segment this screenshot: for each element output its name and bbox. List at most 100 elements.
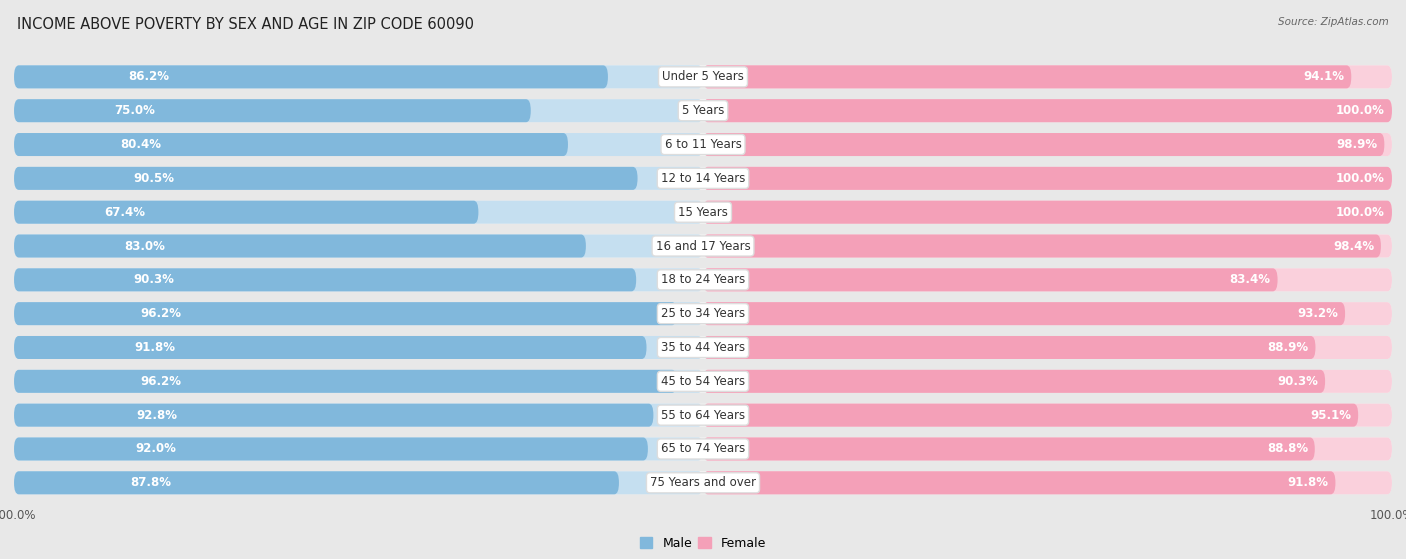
Text: 18 to 24 Years: 18 to 24 Years: [661, 273, 745, 286]
FancyBboxPatch shape: [14, 99, 1392, 122]
FancyBboxPatch shape: [14, 471, 1392, 494]
Text: 65 to 74 Years: 65 to 74 Years: [661, 443, 745, 456]
FancyBboxPatch shape: [703, 404, 1392, 427]
Text: INCOME ABOVE POVERTY BY SEX AND AGE IN ZIP CODE 60090: INCOME ABOVE POVERTY BY SEX AND AGE IN Z…: [17, 17, 474, 32]
FancyBboxPatch shape: [14, 201, 1392, 224]
Text: 15 Years: 15 Years: [678, 206, 728, 219]
Text: 83.4%: 83.4%: [1230, 273, 1271, 286]
FancyBboxPatch shape: [14, 201, 478, 224]
FancyBboxPatch shape: [14, 370, 703, 393]
FancyBboxPatch shape: [14, 99, 531, 122]
FancyBboxPatch shape: [703, 336, 1316, 359]
Text: 16 and 17 Years: 16 and 17 Years: [655, 239, 751, 253]
FancyBboxPatch shape: [703, 167, 1392, 190]
Text: 95.1%: 95.1%: [1310, 409, 1351, 421]
Text: 90.3%: 90.3%: [134, 273, 174, 286]
FancyBboxPatch shape: [703, 133, 1392, 156]
FancyBboxPatch shape: [703, 370, 1392, 393]
Text: 25 to 34 Years: 25 to 34 Years: [661, 307, 745, 320]
Text: 75.0%: 75.0%: [114, 104, 155, 117]
FancyBboxPatch shape: [14, 167, 1392, 190]
FancyBboxPatch shape: [14, 404, 703, 427]
FancyBboxPatch shape: [14, 201, 703, 224]
Text: 96.2%: 96.2%: [141, 307, 181, 320]
FancyBboxPatch shape: [703, 133, 1385, 156]
Text: 67.4%: 67.4%: [104, 206, 146, 219]
Text: 35 to 44 Years: 35 to 44 Years: [661, 341, 745, 354]
Text: 100.0%: 100.0%: [1336, 104, 1385, 117]
Legend: Male, Female: Male, Female: [636, 532, 770, 555]
FancyBboxPatch shape: [14, 404, 654, 427]
FancyBboxPatch shape: [703, 370, 1324, 393]
FancyBboxPatch shape: [703, 471, 1392, 494]
FancyBboxPatch shape: [14, 167, 703, 190]
Text: 6 to 11 Years: 6 to 11 Years: [665, 138, 741, 151]
Text: 91.8%: 91.8%: [1288, 476, 1329, 489]
FancyBboxPatch shape: [703, 235, 1392, 258]
FancyBboxPatch shape: [703, 235, 1381, 258]
Text: 91.8%: 91.8%: [135, 341, 176, 354]
FancyBboxPatch shape: [14, 268, 703, 291]
Text: 92.8%: 92.8%: [136, 409, 177, 421]
FancyBboxPatch shape: [14, 471, 703, 494]
Text: 92.0%: 92.0%: [135, 443, 176, 456]
FancyBboxPatch shape: [14, 268, 1392, 291]
FancyBboxPatch shape: [14, 302, 703, 325]
FancyBboxPatch shape: [14, 404, 1392, 427]
Text: 93.2%: 93.2%: [1298, 307, 1339, 320]
FancyBboxPatch shape: [703, 99, 1392, 122]
FancyBboxPatch shape: [703, 65, 1392, 88]
Text: 87.8%: 87.8%: [129, 476, 172, 489]
Text: 98.4%: 98.4%: [1333, 239, 1374, 253]
FancyBboxPatch shape: [14, 235, 703, 258]
Text: 88.8%: 88.8%: [1267, 443, 1308, 456]
FancyBboxPatch shape: [703, 268, 1278, 291]
Text: 98.9%: 98.9%: [1336, 138, 1378, 151]
FancyBboxPatch shape: [703, 65, 1351, 88]
FancyBboxPatch shape: [14, 438, 703, 461]
Text: 100.0%: 100.0%: [1336, 172, 1385, 185]
FancyBboxPatch shape: [14, 133, 703, 156]
FancyBboxPatch shape: [14, 167, 637, 190]
Text: 100.0%: 100.0%: [1336, 206, 1385, 219]
Text: Under 5 Years: Under 5 Years: [662, 70, 744, 83]
FancyBboxPatch shape: [703, 438, 1315, 461]
Text: 90.5%: 90.5%: [134, 172, 174, 185]
FancyBboxPatch shape: [703, 336, 1392, 359]
Text: 45 to 54 Years: 45 to 54 Years: [661, 375, 745, 388]
FancyBboxPatch shape: [14, 65, 607, 88]
FancyBboxPatch shape: [14, 65, 703, 88]
FancyBboxPatch shape: [14, 370, 676, 393]
FancyBboxPatch shape: [14, 438, 1392, 461]
FancyBboxPatch shape: [14, 133, 568, 156]
FancyBboxPatch shape: [703, 99, 1392, 122]
Text: 12 to 14 Years: 12 to 14 Years: [661, 172, 745, 185]
Text: Source: ZipAtlas.com: Source: ZipAtlas.com: [1278, 17, 1389, 27]
FancyBboxPatch shape: [703, 201, 1392, 224]
FancyBboxPatch shape: [703, 167, 1392, 190]
FancyBboxPatch shape: [14, 471, 619, 494]
Text: 94.1%: 94.1%: [1303, 70, 1344, 83]
FancyBboxPatch shape: [703, 438, 1392, 461]
FancyBboxPatch shape: [14, 336, 647, 359]
Text: 80.4%: 80.4%: [121, 138, 162, 151]
FancyBboxPatch shape: [14, 302, 676, 325]
Text: 88.9%: 88.9%: [1267, 341, 1309, 354]
FancyBboxPatch shape: [703, 471, 1336, 494]
FancyBboxPatch shape: [703, 302, 1392, 325]
FancyBboxPatch shape: [14, 438, 648, 461]
FancyBboxPatch shape: [14, 302, 1392, 325]
FancyBboxPatch shape: [14, 268, 636, 291]
FancyBboxPatch shape: [14, 235, 1392, 258]
Text: 5 Years: 5 Years: [682, 104, 724, 117]
FancyBboxPatch shape: [14, 336, 1392, 359]
FancyBboxPatch shape: [703, 302, 1346, 325]
FancyBboxPatch shape: [703, 201, 1392, 224]
FancyBboxPatch shape: [14, 65, 1392, 88]
FancyBboxPatch shape: [703, 404, 1358, 427]
Text: 86.2%: 86.2%: [128, 70, 169, 83]
Text: 75 Years and over: 75 Years and over: [650, 476, 756, 489]
Text: 83.0%: 83.0%: [124, 239, 165, 253]
FancyBboxPatch shape: [14, 370, 1392, 393]
FancyBboxPatch shape: [703, 268, 1392, 291]
